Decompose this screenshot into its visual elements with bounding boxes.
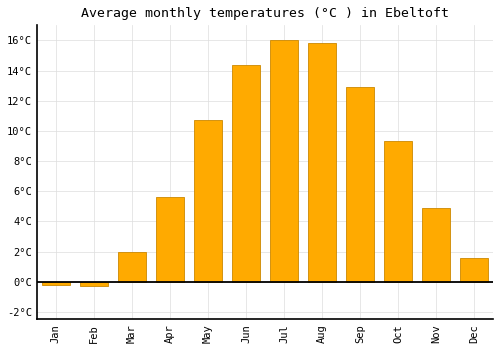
Bar xyxy=(42,282,70,285)
Bar xyxy=(156,197,184,282)
Bar xyxy=(308,43,336,282)
Bar xyxy=(422,208,450,282)
Bar xyxy=(460,258,488,282)
Bar xyxy=(384,141,412,282)
Bar xyxy=(346,87,374,282)
Title: Average monthly temperatures (°C ) in Ebeltoft: Average monthly temperatures (°C ) in Eb… xyxy=(81,7,449,20)
Bar xyxy=(270,40,298,282)
Bar xyxy=(194,120,222,282)
Bar xyxy=(80,282,108,286)
Bar xyxy=(232,64,260,282)
Bar xyxy=(118,252,146,282)
